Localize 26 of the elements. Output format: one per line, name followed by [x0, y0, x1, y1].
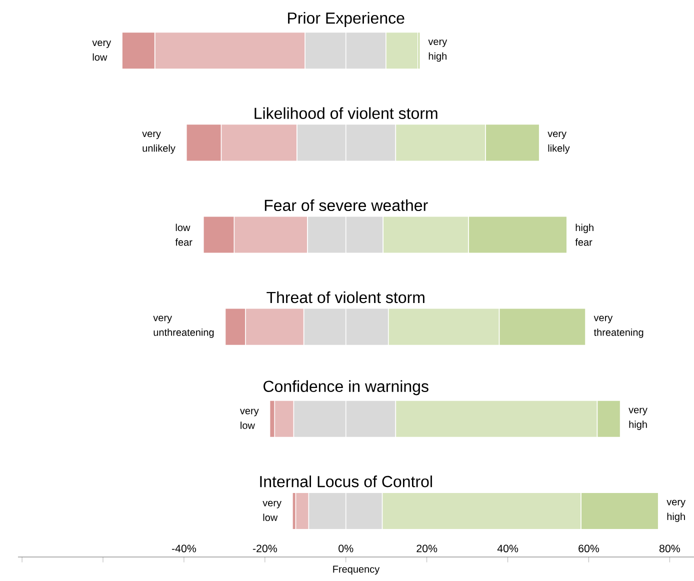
y-tick-label: Threat of violent storm [266, 291, 424, 304]
annotation: very high [628, 408, 648, 430]
y-tick-label: Internal Locus of Control [260, 476, 432, 488]
x-tick-label: -20% [252, 544, 277, 552]
x-tick-label: 0% [338, 544, 354, 552]
annotation: very low [240, 408, 259, 429]
x-tick-label: 20% [416, 544, 438, 552]
x-axis-title: Frequency [333, 566, 380, 575]
annotation: very threatening [594, 316, 644, 338]
y-tick-label: Fear of severe weather [264, 199, 428, 212]
x-tick-label: 80% [659, 544, 680, 552]
annotation: low fear [175, 224, 192, 246]
x-tick-label: 40% [497, 544, 518, 552]
annotation: very high [666, 500, 686, 522]
annotation: high fear [575, 224, 594, 246]
annotation: very unlikely [142, 132, 176, 154]
y-tick-label: Likelihood of violent storm [254, 107, 438, 119]
x-tick-label: 60% [578, 544, 600, 552]
annotation: very high [428, 40, 448, 62]
y-tick-label: Confidence in warnings [264, 380, 428, 396]
annotation: very low [92, 40, 112, 61]
annotation: very likely [548, 132, 570, 154]
y-tick-label: Prior Experience [288, 12, 404, 27]
annotation: very low [262, 500, 282, 522]
x-tick-label: -40% [172, 544, 196, 552]
annotation: very unthreatening [153, 316, 214, 338]
